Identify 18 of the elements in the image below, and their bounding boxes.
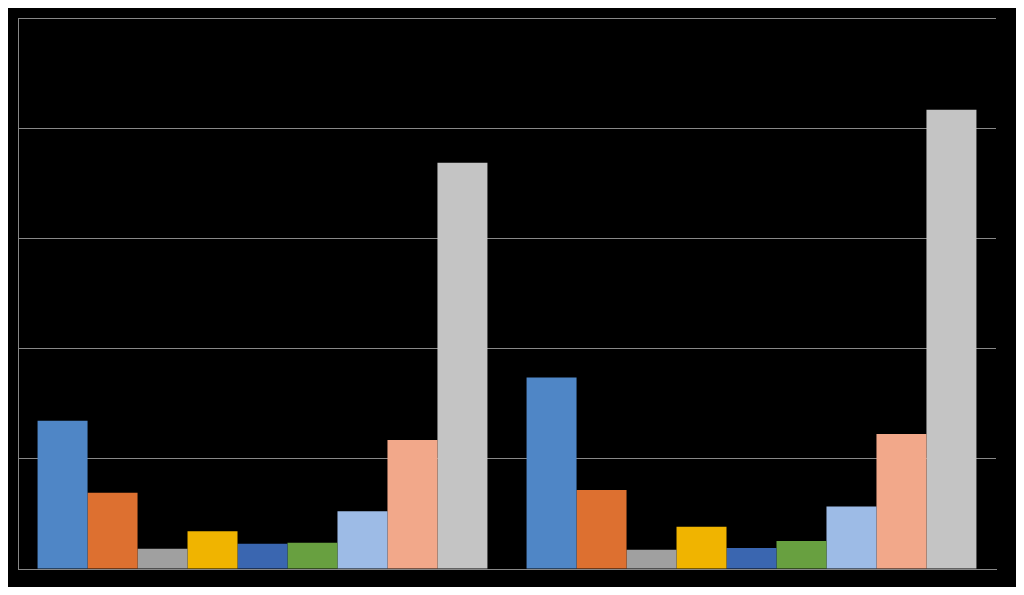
- bar: [876, 434, 927, 569]
- bar: [237, 543, 288, 569]
- bar: [826, 506, 877, 569]
- bar: [726, 547, 777, 569]
- bar: [87, 492, 138, 569]
- bar: [387, 439, 438, 569]
- bar: [337, 511, 388, 569]
- bar: [576, 490, 627, 569]
- bar: [137, 548, 188, 569]
- bar: [287, 542, 338, 569]
- bar: [37, 420, 88, 569]
- bar: [526, 377, 577, 569]
- bar: [926, 109, 977, 569]
- bar: [776, 540, 827, 569]
- bar: [676, 526, 727, 569]
- bar: [437, 162, 488, 569]
- bar: [187, 531, 238, 569]
- bar: [626, 549, 677, 569]
